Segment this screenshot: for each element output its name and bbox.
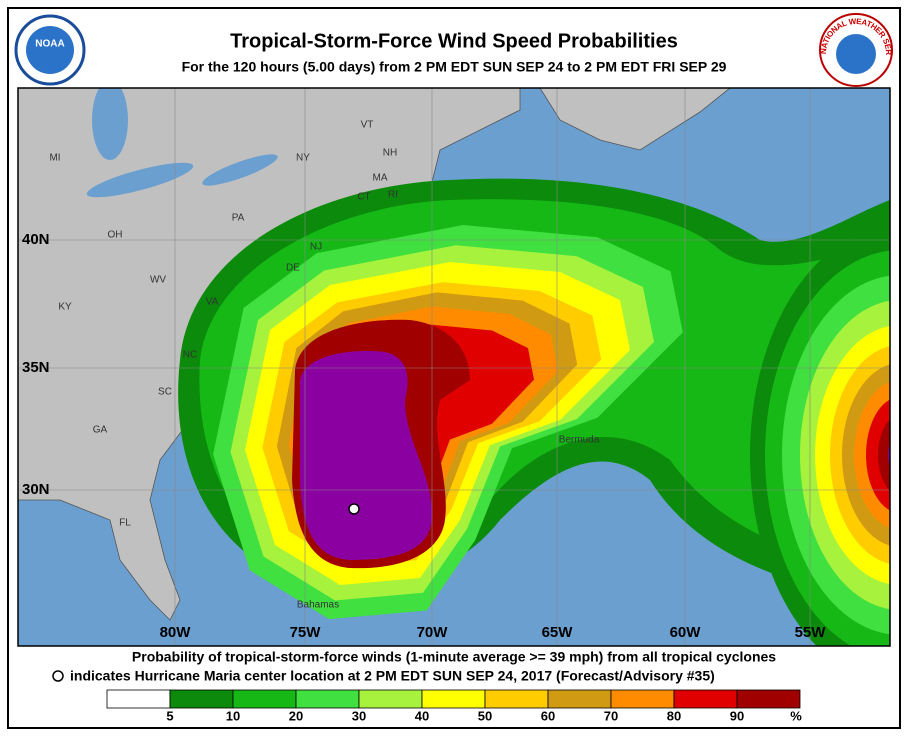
noaa-text: NOAA xyxy=(35,39,64,50)
legend-label: 20 xyxy=(289,708,303,723)
map-border xyxy=(17,87,891,647)
state-label: FL xyxy=(119,518,131,529)
state-label: RI xyxy=(388,190,398,201)
latitude-label: 35N xyxy=(22,359,50,376)
legend-label: 40 xyxy=(415,708,429,723)
place-label: Bahamas xyxy=(297,600,339,611)
caption-line: indicates Hurricane Maria center locatio… xyxy=(70,668,715,684)
place-label: Bermuda xyxy=(559,435,600,446)
state-label: NH xyxy=(383,148,397,159)
state-label: VA xyxy=(206,297,219,308)
legend-unit: % xyxy=(790,708,802,723)
legend-swatch xyxy=(358,689,423,709)
state-label: MA xyxy=(373,173,388,184)
legend-label: 30 xyxy=(352,708,366,723)
longitude-label: 60W xyxy=(670,624,702,641)
legend-label: 70 xyxy=(604,708,618,723)
logo-disc xyxy=(836,34,876,74)
state-label: PA xyxy=(232,213,245,224)
longitude-label: 55W xyxy=(795,624,827,641)
state-label: WV xyxy=(150,275,166,286)
legend-label: 10 xyxy=(226,708,240,723)
legend-swatch xyxy=(673,689,738,709)
legend-swatch xyxy=(232,689,297,709)
state-label: SC xyxy=(158,387,172,398)
longitude-label: 65W xyxy=(542,624,574,641)
lake xyxy=(86,162,194,198)
legend-label: 80 xyxy=(667,708,681,723)
lake xyxy=(202,154,278,186)
noaa-logo: NOAA xyxy=(14,14,86,86)
longitude-label: 75W xyxy=(290,624,322,641)
land xyxy=(539,88,731,151)
state-label: CT xyxy=(357,192,370,203)
logo-disc xyxy=(26,26,74,74)
state-label: DE xyxy=(286,263,300,274)
legend-swatch xyxy=(547,689,612,709)
legend-label: 90 xyxy=(730,708,744,723)
legend-swatch xyxy=(106,689,171,709)
latitude-label: 40N xyxy=(22,231,50,248)
legend-label: 60 xyxy=(541,708,555,723)
legend-swatch xyxy=(736,689,801,709)
caption-symbol xyxy=(52,670,64,682)
state-label: VT xyxy=(361,120,374,131)
state-label: OH xyxy=(108,230,123,241)
subtitle: For the 120 hours (5.00 days) from 2 PM … xyxy=(182,59,727,75)
legend-swatch xyxy=(610,689,675,709)
legend-swatch xyxy=(169,689,234,709)
title: Tropical-Storm-Force Wind Speed Probabil… xyxy=(230,30,678,52)
graticule xyxy=(18,88,890,646)
state-label: NC xyxy=(183,350,197,361)
state-label: GA xyxy=(93,425,108,436)
band xyxy=(300,350,433,560)
state-label: KY xyxy=(58,302,72,313)
state-label: NY xyxy=(296,153,310,164)
legend-swatch xyxy=(295,689,360,709)
longitude-label: 70W xyxy=(417,624,449,641)
state-label: NJ xyxy=(310,242,322,253)
probability-bands xyxy=(178,178,890,646)
legend-swatch xyxy=(421,689,486,709)
caption-line: Probability of tropical-storm-force wind… xyxy=(132,649,776,665)
longitude-label: 80W xyxy=(160,624,192,641)
legend-label: 50 xyxy=(478,708,492,723)
lake xyxy=(92,88,128,160)
legend: 5 10 20 30 40 50 60 70 80 90% xyxy=(106,689,802,723)
state-label: MI xyxy=(49,153,60,164)
legend-label: 5 xyxy=(166,708,173,723)
legend-swatch xyxy=(484,689,549,709)
latitude-label: 30N xyxy=(22,481,50,498)
storm-center xyxy=(348,503,360,515)
band xyxy=(878,419,890,491)
